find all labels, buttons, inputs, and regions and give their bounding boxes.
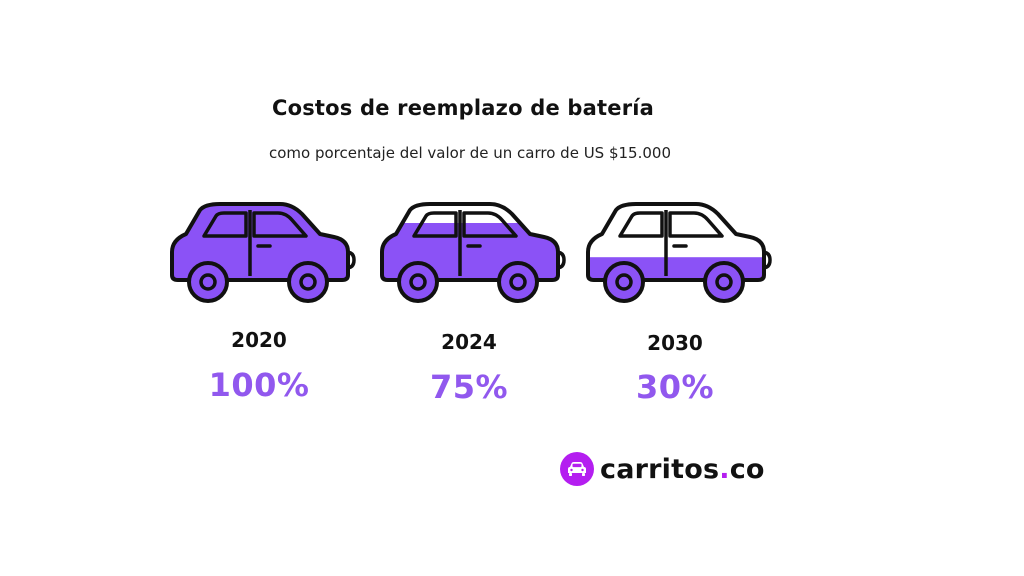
car-icon-2020 [170,202,356,303]
logo-dot: . [719,453,730,485]
car-icon-2030 [586,202,772,303]
chart-subtitle: como porcentaje del valor de un carro de… [268,144,671,162]
car-icon-2024 [380,202,566,303]
year-label-2030: 2030 [647,331,703,355]
car-logo-icon [560,452,594,486]
car-bar-2024 [372,200,572,310]
brand-logo: carritos.co [560,449,765,489]
year-label-2024: 2024 [441,330,497,354]
value-label-2030: 30% [635,368,715,406]
value-label-2020: 100% [208,366,310,404]
chart-title: Costos de reemplazo de batería [271,96,655,120]
year-label-2020: 2020 [231,328,287,352]
car-bar-2030 [578,200,778,310]
car-bar-2020 [162,200,362,310]
logo-text: carritos.co [600,453,765,485]
value-label-2024: 75% [429,368,509,406]
